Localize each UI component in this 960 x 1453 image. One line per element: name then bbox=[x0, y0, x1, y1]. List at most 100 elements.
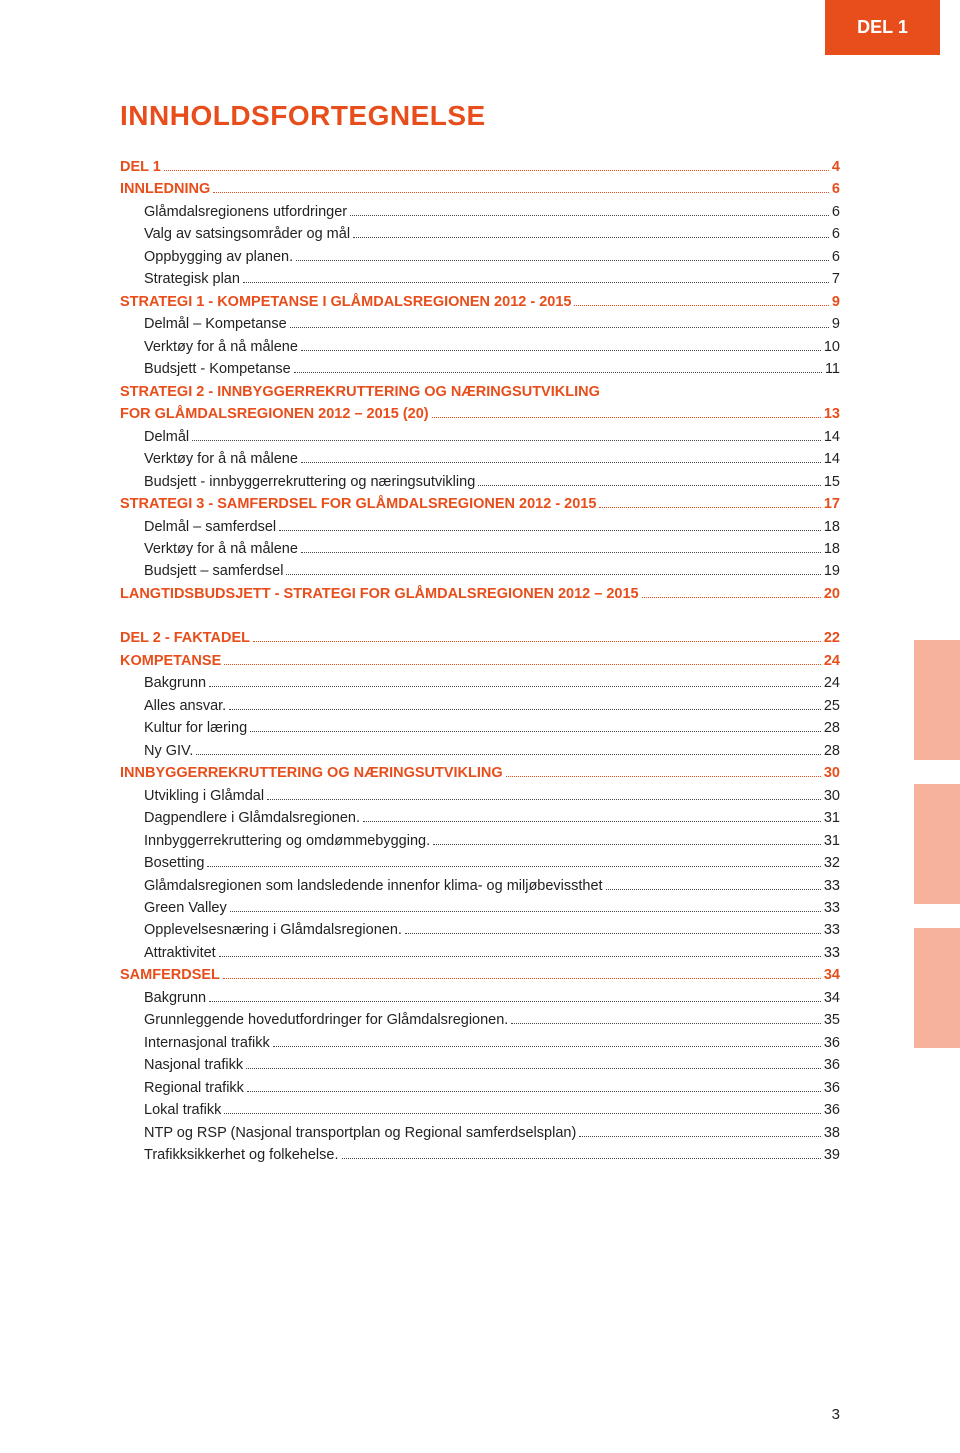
side-tab bbox=[914, 928, 960, 1048]
toc-entry-page: 17 bbox=[824, 493, 840, 515]
toc-leader-dots bbox=[246, 1068, 821, 1069]
toc-entry-page: 28 bbox=[824, 717, 840, 739]
toc-leader-dots bbox=[209, 1001, 821, 1002]
toc-entry-label: Delmål – Kompetanse bbox=[144, 313, 287, 335]
toc-entry-level1: INNBYGGERREKRUTTERING OG NÆRINGSUTVIKLIN… bbox=[120, 762, 840, 784]
toc-entry-level2: Verktøy for å nå målene18 bbox=[120, 538, 840, 560]
toc-entry-page: 39 bbox=[824, 1144, 840, 1166]
toc-leader-dots bbox=[350, 215, 829, 216]
toc-leader-dots bbox=[296, 260, 829, 261]
toc-leader-dots bbox=[253, 641, 821, 642]
toc-entry-label: Lokal trafikk bbox=[144, 1099, 221, 1121]
toc-entry-level2: Regional trafikk36 bbox=[120, 1077, 840, 1099]
toc-entry-page: 6 bbox=[832, 178, 840, 200]
toc-leader-dots bbox=[579, 1136, 821, 1137]
toc-entry-level2: Valg av satsingsområder og mål6 bbox=[120, 223, 840, 245]
toc-entry-page: 33 bbox=[824, 875, 840, 897]
toc-entry-page: 19 bbox=[824, 560, 840, 582]
toc-entry-page: 38 bbox=[824, 1122, 840, 1144]
toc-entry-level2: Kultur for læring28 bbox=[120, 717, 840, 739]
toc-entry-level2: Trafikksikkerhet og folkehelse.39 bbox=[120, 1144, 840, 1166]
toc-leader-dots bbox=[342, 1158, 821, 1159]
toc-leader-dots bbox=[164, 170, 829, 171]
toc-entry-page: 36 bbox=[824, 1099, 840, 1121]
toc-entry-level1: KOMPETANSE24 bbox=[120, 650, 840, 672]
toc-entry-page: 14 bbox=[824, 448, 840, 470]
toc-entry-label: STRATEGI 3 - SAMFERDSEL FOR GLÅMDALSREGI… bbox=[120, 493, 596, 515]
content-area: INNHOLDSFORTEGNELSE DEL 14INNLEDNING6Glå… bbox=[0, 0, 960, 1207]
toc-entry-page: 24 bbox=[824, 650, 840, 672]
toc-leader-dots bbox=[229, 709, 821, 710]
toc-leader-dots bbox=[243, 282, 829, 283]
toc-leader-dots bbox=[192, 440, 821, 441]
toc-entry-label: Glåmdalsregionens utfordringer bbox=[144, 201, 347, 223]
toc-entry-label: Nasjonal trafikk bbox=[144, 1054, 243, 1076]
toc-leader-dots bbox=[209, 686, 821, 687]
toc-entry-level2: Grunnleggende hovedutfordringer for Glåm… bbox=[120, 1009, 840, 1031]
toc-entry-level1: STRATEGI 2 - INNBYGGERREKRUTTERING OG NÆ… bbox=[120, 381, 840, 403]
toc-entry-level2: Bakgrunn34 bbox=[120, 987, 840, 1009]
toc-entry-label: Oppbygging av planen. bbox=[144, 246, 293, 268]
toc-leader-dots bbox=[196, 754, 820, 755]
toc-entry-label: Opplevelsesnæring i Glåmdalsregionen. bbox=[144, 919, 402, 941]
toc-entry-page: 35 bbox=[824, 1009, 840, 1031]
toc-entry-label: Budsjett - Kompetanse bbox=[144, 358, 291, 380]
toc-entry-level2: Opplevelsesnæring i Glåmdalsregionen.33 bbox=[120, 919, 840, 941]
toc-entry-level2: Dagpendlere i Glåmdalsregionen.31 bbox=[120, 807, 840, 829]
toc-entry-label: Budsjett - innbyggerrekruttering og næri… bbox=[144, 471, 475, 493]
corner-tab-label: DEL 1 bbox=[857, 17, 908, 38]
toc-entry-label: Glåmdalsregionen som landsledende innenf… bbox=[144, 875, 603, 897]
toc-entry-level2: Innbyggerrekruttering og omdømmebygging.… bbox=[120, 830, 840, 852]
side-tab bbox=[914, 640, 960, 760]
toc-entry-page: 32 bbox=[824, 852, 840, 874]
toc-entry-label: Delmål – samferdsel bbox=[144, 516, 276, 538]
toc-entry-page: 6 bbox=[832, 246, 840, 268]
toc-entry-level2: Verktøy for å nå målene14 bbox=[120, 448, 840, 470]
toc-entry-label: Delmål bbox=[144, 426, 189, 448]
toc-leader-dots bbox=[294, 372, 822, 373]
toc-entry-level1: FOR GLÅMDALSREGIONEN 2012 – 2015 (20)13 bbox=[120, 403, 840, 425]
toc-entry-level2: Strategisk plan7 bbox=[120, 268, 840, 290]
toc-entry-page: 10 bbox=[824, 336, 840, 358]
toc-entry-label: STRATEGI 1 - KOMPETANSE I GLÅMDALSREGION… bbox=[120, 291, 571, 313]
toc-entry-label: INNLEDNING bbox=[120, 178, 210, 200]
side-tab bbox=[914, 784, 960, 904]
toc-leader-dots bbox=[279, 530, 821, 531]
toc-leader-dots bbox=[223, 978, 821, 979]
toc-leader-dots bbox=[606, 889, 821, 890]
toc-leader-dots bbox=[506, 776, 821, 777]
toc-leader-dots bbox=[250, 731, 821, 732]
toc-leader-dots bbox=[286, 574, 820, 575]
toc-entry-level2: Green Valley33 bbox=[120, 897, 840, 919]
toc-entry-label: Bosetting bbox=[144, 852, 204, 874]
toc-entry-page: 31 bbox=[824, 807, 840, 829]
toc-entry-label: Internasjonal trafikk bbox=[144, 1032, 270, 1054]
toc-entry-page: 30 bbox=[824, 785, 840, 807]
toc-entry-level2: Lokal trafikk 36 bbox=[120, 1099, 840, 1121]
toc-entry-label: Bakgrunn bbox=[144, 987, 206, 1009]
toc-entry-page: 18 bbox=[824, 538, 840, 560]
toc-entry-level2: Bakgrunn24 bbox=[120, 672, 840, 694]
toc-entry-level2: Ny GIV.28 bbox=[120, 740, 840, 762]
toc-entry-level2: Verktøy for å nå målene10 bbox=[120, 336, 840, 358]
toc-entry-label: NTP og RSP (Nasjonal transportplan og Re… bbox=[144, 1122, 576, 1144]
toc-leader-dots bbox=[432, 417, 821, 418]
toc-entry-level2: Bosetting 32 bbox=[120, 852, 840, 874]
toc-entry-page: 33 bbox=[824, 942, 840, 964]
toc-leader-dots bbox=[511, 1023, 821, 1024]
toc-leader-dots bbox=[219, 956, 821, 957]
toc-entry-level2: Delmål14 bbox=[120, 426, 840, 448]
toc-entry-level2: Budsjett - Kompetanse11 bbox=[120, 358, 840, 380]
toc-leader-dots bbox=[207, 866, 820, 867]
toc-entry-level2: Oppbygging av planen. 6 bbox=[120, 246, 840, 268]
toc-entry-label: Ny GIV. bbox=[144, 740, 193, 762]
toc-entry-page: 31 bbox=[824, 830, 840, 852]
toc-entry-page: 13 bbox=[824, 403, 840, 425]
toc-leader-dots bbox=[642, 597, 821, 598]
toc-entry-page: 9 bbox=[832, 291, 840, 313]
table-of-contents: DEL 14INNLEDNING6Glåmdalsregionens utfor… bbox=[120, 156, 840, 1167]
toc-entry-label: Green Valley bbox=[144, 897, 227, 919]
toc-entry-level2: Internasjonal trafikk36 bbox=[120, 1032, 840, 1054]
toc-leader-dots bbox=[213, 192, 829, 193]
toc-entry-label: Strategisk plan bbox=[144, 268, 240, 290]
